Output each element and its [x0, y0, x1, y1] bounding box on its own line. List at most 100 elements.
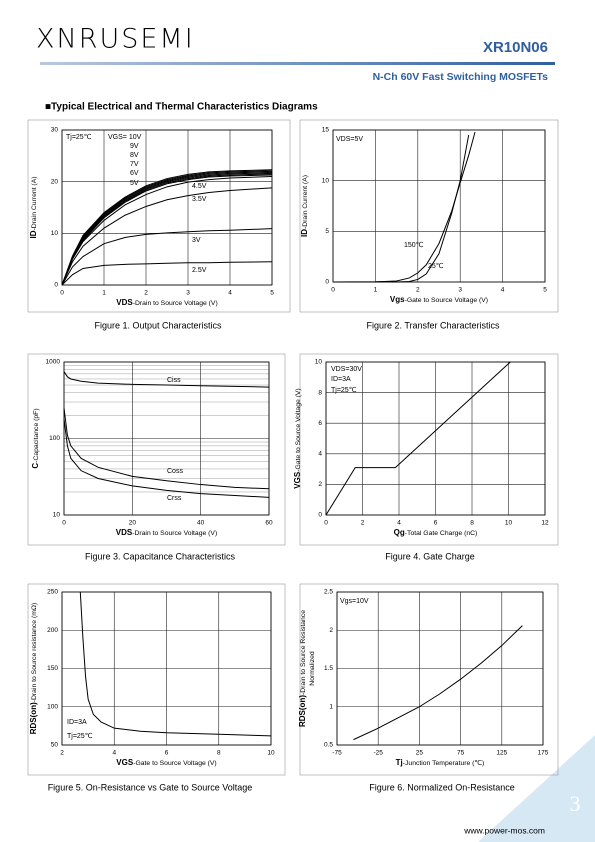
- y-axis-label: C-Capacitance (pF): [31, 408, 40, 468]
- figure-caption: Figure 3. Capacitance Characteristics: [85, 551, 236, 561]
- series-label: Coss: [167, 468, 183, 475]
- x-tick-label: 125: [496, 750, 507, 757]
- x-axis-title: -Junction Temperature (℃): [403, 760, 485, 767]
- annotation: Vgs=10V: [340, 598, 369, 605]
- x-axis-label: Vgs-Gate to Source Voltage (V): [390, 295, 488, 304]
- annotation: Tj=25℃: [331, 387, 357, 394]
- plot-border: [332, 129, 546, 283]
- y-tick-label: 100: [47, 703, 58, 710]
- y-axis-label: ID-Drain Current (A): [29, 176, 38, 238]
- x-axis-label: VGS-Gate to Source Voltage (V): [116, 758, 216, 767]
- x-axis-symbol: Tj: [396, 758, 403, 767]
- plot-border: [61, 591, 272, 746]
- data-line: [61, 176, 273, 286]
- y-tick-label: 2: [318, 481, 322, 488]
- y-axis-title: -Drain Current (A): [302, 175, 309, 229]
- chart: 0 20 40 60 10 100 1000 VDS-Drain to Source Volt…: [27, 353, 286, 561]
- subtitle: N-Ch 60V Fast Switching MOSFETs: [373, 71, 549, 83]
- x-axis-title: -Drain to Source Voltage (V): [132, 530, 217, 537]
- x-tick-label: 3: [186, 290, 190, 297]
- y-tick-label: 1: [329, 703, 333, 710]
- x-tick-label: 0: [62, 520, 66, 527]
- y-tick-label: 200: [47, 627, 58, 634]
- series-label: 3V: [192, 237, 201, 244]
- data-line: [332, 131, 476, 283]
- y-tick-label: 10: [322, 177, 330, 184]
- logo: XNRUSEMI: [36, 24, 195, 55]
- y-tick-label: 8: [318, 389, 322, 396]
- x-axis-symbol: VDS: [116, 298, 133, 307]
- plot-area: [62, 130, 272, 285]
- annotation: VDS=30V: [331, 366, 362, 373]
- x-axis-title: -Gate to Source Voltage (V): [405, 297, 489, 304]
- y-tick-label: 1.5: [324, 665, 333, 672]
- y-axis-symbol: C: [31, 463, 40, 469]
- y-tick-label: 50: [51, 742, 59, 749]
- x-tick-label: 20: [129, 520, 137, 527]
- x-axis-label: VDS-Drain to Source Voltage (V): [116, 528, 217, 537]
- x-tick-label: 10: [267, 750, 275, 757]
- plot-area: [333, 130, 545, 282]
- y-tick-label: 5: [325, 228, 329, 235]
- chart-frame: [27, 119, 291, 313]
- x-tick-label: 2: [144, 290, 148, 297]
- data-line: [333, 134, 470, 283]
- y-axis-symbol: VGS: [293, 471, 302, 489]
- y-axis-title: -Drain to Source resistance (mΩ): [31, 603, 38, 703]
- y-axis-label: RDS(on)-Drain to Source Resistance: [298, 610, 307, 727]
- x-tick-label: 2: [416, 287, 420, 294]
- data-line: [63, 418, 270, 498]
- series-label: 3.5V: [192, 196, 207, 203]
- chart-frame: [299, 119, 559, 313]
- x-tick-label: -75: [332, 750, 342, 757]
- series-label: VGS= 10V: [108, 134, 142, 141]
- y-axis-label: RDS(on)-Drain to Source resistance (mΩ): [29, 603, 38, 735]
- y-tick-label: 20: [51, 178, 59, 185]
- header-rule: [40, 62, 555, 65]
- series-label: 9V: [130, 143, 139, 150]
- chart-frame: [299, 353, 559, 546]
- series-label: 150℃: [404, 242, 424, 249]
- annotation: VDS=5V: [336, 136, 363, 143]
- y-tick-label: 250: [47, 589, 58, 596]
- y-tick-label: 30: [51, 127, 59, 134]
- data-line: [353, 625, 523, 741]
- y-tick-label: 0: [54, 282, 58, 289]
- series-label: 4.5V: [192, 183, 207, 190]
- x-tick-label: 1: [102, 290, 106, 297]
- x-tick-label: -25: [373, 750, 383, 757]
- plot-border: [336, 591, 544, 746]
- chart-frame: [27, 583, 286, 776]
- y-axis-symbol: RDS(on): [29, 702, 38, 734]
- figure-caption: Figure 1. Output Characteristics: [94, 320, 222, 330]
- x-tick-label: 5: [270, 290, 274, 297]
- x-axis-label: Qg-Total Gate Charge (nC): [394, 528, 478, 537]
- x-tick-label: 4: [112, 750, 116, 757]
- x-tick-label: 4: [228, 290, 232, 297]
- corner-triangle: [478, 735, 595, 842]
- x-tick-label: 6: [165, 750, 169, 757]
- x-tick-label: 2: [361, 520, 365, 527]
- series-label: Ciss: [167, 377, 181, 384]
- chart: 0 1 2 3 4 5 0 5 10 15 Vgs-Gate to Source Voltage (…: [299, 119, 559, 330]
- x-axis-symbol: VGS: [116, 758, 134, 767]
- y-axis-title: -Drain Current (A): [31, 176, 38, 230]
- data-line: [325, 361, 511, 516]
- y-tick-label: 2.5: [324, 589, 333, 596]
- x-tick-label: 8: [470, 520, 474, 527]
- x-axis-symbol: Vgs: [390, 295, 405, 304]
- series-label: Crss: [167, 495, 182, 502]
- chart: 0 2 4 6 8 10 12 0 2 4 6 8 10 Qg-Total Gate Charge (nC…: [293, 353, 559, 561]
- plot-border: [325, 361, 546, 516]
- x-tick-label: 12: [541, 520, 549, 527]
- x-tick-label: 25: [416, 750, 424, 757]
- y-axis-label: ID-Drain Current (A): [300, 175, 309, 237]
- x-tick-label: 1: [374, 287, 378, 294]
- figure-caption: Figure 4. Gate Charge: [385, 551, 475, 561]
- data-line: [61, 261, 273, 286]
- x-tick-label: 60: [265, 520, 273, 527]
- chart: 0 1 2 3 4 5 0 10 20 30 VDS-Drain to Source Voltage…: [27, 119, 291, 330]
- data-line: [61, 187, 273, 286]
- x-tick-label: 0: [331, 287, 335, 294]
